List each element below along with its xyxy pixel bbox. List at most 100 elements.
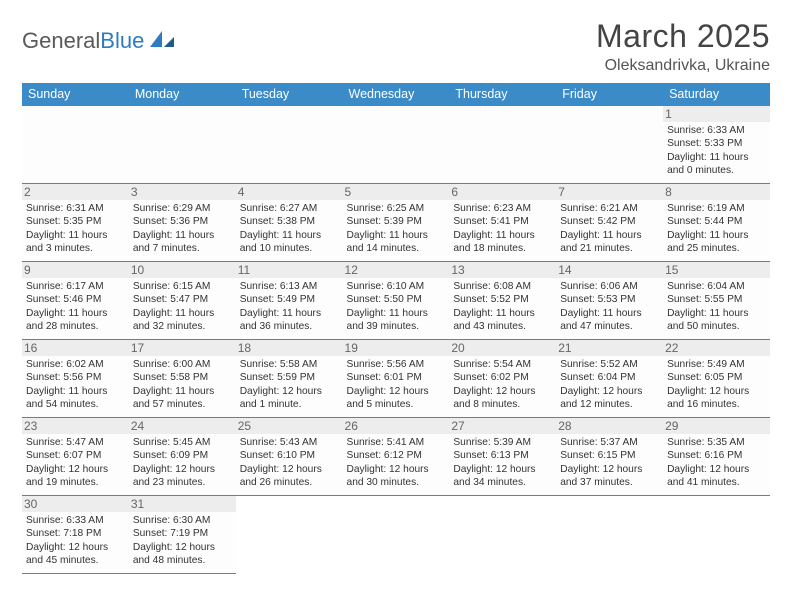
calendar-cell <box>22 106 129 184</box>
location-text: Oleksandrivka, Ukraine <box>596 57 770 75</box>
day-number: 13 <box>449 262 556 278</box>
daylight-text: Daylight: 11 hours <box>26 385 125 398</box>
daylight-text: and 21 minutes. <box>560 242 659 255</box>
daylight-text: and 10 minutes. <box>240 242 339 255</box>
calendar-cell: 18 Sunrise: 5:58 AMSunset: 5:59 PMDayligh… <box>236 340 343 418</box>
sunrise-text: Sunrise: 5:35 AM <box>667 436 766 449</box>
daylight-text: and 41 minutes. <box>667 476 766 489</box>
sunrise-text: Sunrise: 5:52 AM <box>560 358 659 371</box>
calendar-cell <box>556 106 663 184</box>
calendar-cell: 29Sunrise: 5:35 AMSunset: 6:16 PMDayligh… <box>663 418 770 496</box>
daylight-text: Daylight: 11 hours <box>667 151 766 164</box>
calendar-cell: 5Sunrise: 6:25 AMSunset: 5:39 PMDaylight… <box>343 184 450 262</box>
daylight-text: Daylight: 12 hours <box>560 463 659 476</box>
daylight-text: and 37 minutes. <box>560 476 659 489</box>
sunrise-text: Sunrise: 6:08 AM <box>453 280 552 293</box>
sunset-text: Sunset: 5:59 PM <box>240 371 339 384</box>
sunset-text: Sunset: 5:36 PM <box>133 215 232 228</box>
sunrise-text: Sunrise: 5:43 AM <box>240 436 339 449</box>
day-number: 11 <box>236 262 343 278</box>
daylight-text: Daylight: 11 hours <box>667 229 766 242</box>
sunset-text: Sunset: 5:35 PM <box>26 215 125 228</box>
calendar-cell: 14Sunrise: 6:06 AMSunset: 5:53 PMDayligh… <box>556 262 663 340</box>
day-number: 5 <box>343 184 450 200</box>
sunrise-text: Sunrise: 6:27 AM <box>240 202 339 215</box>
daylight-text: Daylight: 12 hours <box>240 385 339 398</box>
day-number: 14 <box>556 262 663 278</box>
calendar-cell: 17Sunrise: 6:00 AMSunset: 5:58 PMDayligh… <box>129 340 236 418</box>
day-number: 3 <box>129 184 236 200</box>
sunset-text: Sunset: 6:02 PM <box>453 371 552 384</box>
daylight-text: Daylight: 11 hours <box>453 307 552 320</box>
sunrise-text: Sunrise: 6:25 AM <box>347 202 446 215</box>
calendar-week-row: 30Sunrise: 6:33 AMSunset: 7:18 PMDayligh… <box>22 496 770 574</box>
sunset-text: Sunset: 5:58 PM <box>133 371 232 384</box>
sunrise-text: Sunrise: 6:00 AM <box>133 358 232 371</box>
sunrise-text: Sunrise: 6:13 AM <box>240 280 339 293</box>
day-number: 25 <box>236 418 343 434</box>
sunrise-text: Sunrise: 5:58 AM <box>240 358 339 371</box>
daylight-text: and 45 minutes. <box>26 554 125 567</box>
calendar-cell: 10Sunrise: 6:15 AMSunset: 5:47 PMDayligh… <box>129 262 236 340</box>
calendar-week-row: 9Sunrise: 6:17 AMSunset: 5:46 PMDaylight… <box>22 262 770 340</box>
daylight-text: Daylight: 12 hours <box>560 385 659 398</box>
daylight-text: and 50 minutes. <box>667 320 766 333</box>
day-number: 29 <box>663 418 770 434</box>
day-number: 31 <box>129 496 236 512</box>
weekday-header: Tuesday <box>236 83 343 106</box>
calendar-cell: 15Sunrise: 6:04 AMSunset: 5:55 PMDayligh… <box>663 262 770 340</box>
page-title: March 2025 <box>596 18 770 55</box>
calendar-cell: 20Sunrise: 5:54 AMSunset: 6:02 PMDayligh… <box>449 340 556 418</box>
sunset-text: Sunset: 5:33 PM <box>667 137 766 150</box>
day-number: 10 <box>129 262 236 278</box>
sunset-text: Sunset: 6:12 PM <box>347 449 446 462</box>
daylight-text: Daylight: 12 hours <box>133 541 232 554</box>
daylight-text: and 43 minutes. <box>453 320 552 333</box>
sunrise-text: Sunrise: 6:17 AM <box>26 280 125 293</box>
day-number: 24 <box>129 418 236 434</box>
sunrise-text: Sunrise: 6:15 AM <box>133 280 232 293</box>
day-number: 4 <box>236 184 343 200</box>
calendar-cell: 28Sunrise: 5:37 AMSunset: 6:15 PMDayligh… <box>556 418 663 496</box>
sunset-text: Sunset: 5:52 PM <box>453 293 552 306</box>
day-number: 15 <box>663 262 770 278</box>
day-number: 19 <box>343 340 450 356</box>
daylight-text: and 25 minutes. <box>667 242 766 255</box>
day-number: 22 <box>663 340 770 356</box>
daylight-text: Daylight: 12 hours <box>453 463 552 476</box>
daylight-text: Daylight: 12 hours <box>133 463 232 476</box>
day-number: 17 <box>129 340 236 356</box>
sunset-text: Sunset: 7:19 PM <box>133 527 232 540</box>
day-number: 21 <box>556 340 663 356</box>
calendar-cell: 7Sunrise: 6:21 AMSunset: 5:42 PMDaylight… <box>556 184 663 262</box>
sunset-text: Sunset: 5:56 PM <box>26 371 125 384</box>
daylight-text: Daylight: 12 hours <box>347 385 446 398</box>
sunset-text: Sunset: 5:38 PM <box>240 215 339 228</box>
sunrise-text: Sunrise: 5:37 AM <box>560 436 659 449</box>
daylight-text: Daylight: 11 hours <box>133 307 232 320</box>
daylight-text: and 3 minutes. <box>26 242 125 255</box>
calendar-cell: 19Sunrise: 5:56 AMSunset: 6:01 PMDayligh… <box>343 340 450 418</box>
calendar-cell <box>343 106 450 184</box>
daylight-text: Daylight: 11 hours <box>133 229 232 242</box>
logo: GeneralBlue <box>22 28 176 54</box>
daylight-text: and 32 minutes. <box>133 320 232 333</box>
calendar-cell <box>449 496 556 574</box>
daylight-text: and 57 minutes. <box>133 398 232 411</box>
day-number: 18 <box>236 340 343 356</box>
day-number: 8 <box>663 184 770 200</box>
calendar-cell <box>129 106 236 184</box>
sunrise-text: Sunrise: 5:47 AM <box>26 436 125 449</box>
weekday-header: Saturday <box>663 83 770 106</box>
daylight-text: and 48 minutes. <box>133 554 232 567</box>
weekday-header: Sunday <box>22 83 129 106</box>
day-number: 6 <box>449 184 556 200</box>
sunrise-text: Sunrise: 5:49 AM <box>667 358 766 371</box>
day-number: 9 <box>22 262 129 278</box>
day-number: 16 <box>22 340 129 356</box>
daylight-text: and 16 minutes. <box>667 398 766 411</box>
daylight-text: and 14 minutes. <box>347 242 446 255</box>
weekday-header: Friday <box>556 83 663 106</box>
sunrise-text: Sunrise: 5:39 AM <box>453 436 552 449</box>
sunset-text: Sunset: 6:05 PM <box>667 371 766 384</box>
